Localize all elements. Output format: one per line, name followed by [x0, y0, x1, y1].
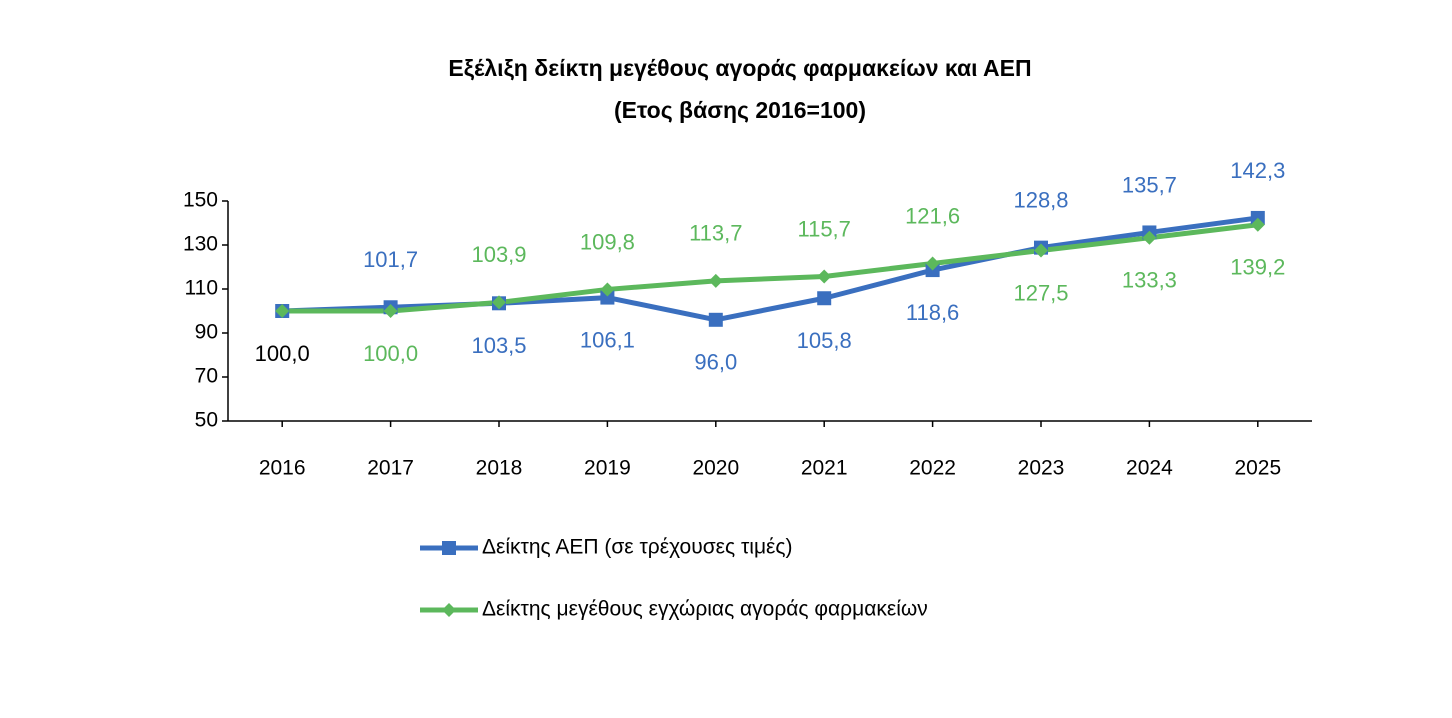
point — [817, 291, 832, 306]
point — [275, 304, 290, 318]
data-label: 109,8 — [580, 229, 635, 254]
x-tick-label: 2023 — [1018, 457, 1065, 480]
data-label: 113,7 — [689, 221, 742, 246]
x-tick-label: 2022 — [909, 457, 956, 480]
y-tick-label: 110 — [185, 277, 218, 300]
point — [708, 273, 723, 288]
point — [1250, 217, 1265, 232]
point — [925, 256, 940, 271]
point — [442, 603, 456, 617]
point — [442, 541, 456, 555]
legend-label: Δείκτης ΑΕΠ (σε τρέχουσες τιμές) — [482, 536, 793, 559]
data-label: 135,7 — [1122, 172, 1177, 197]
x-tick-label: 2025 — [1234, 457, 1281, 480]
data-label: 100,0 — [363, 341, 418, 366]
data-label: 105,8 — [797, 328, 852, 353]
y-tick-label: 90 — [195, 321, 218, 344]
y-tick-label: 150 — [183, 189, 218, 212]
x-tick-label: 2020 — [692, 457, 739, 480]
data-label: 142,3 — [1230, 158, 1285, 183]
point — [817, 269, 832, 284]
point — [492, 295, 506, 310]
data-label: 103,5 — [471, 333, 526, 358]
data-label: 127,5 — [1013, 280, 1068, 305]
x-tick-label: 2019 — [584, 457, 631, 480]
chart-title: Εξέλιξη δείκτη μεγέθους αγοράς φαρμακείω… — [448, 55, 1031, 81]
y-tick-label: 130 — [183, 233, 218, 256]
data-label: 118,6 — [906, 300, 959, 325]
series-line — [282, 222, 1259, 314]
x-tick-label: 2016 — [259, 457, 306, 480]
data-label: 139,2 — [1230, 255, 1285, 280]
legend-label: Δείκτης μεγέθους εγχώριας αγοράς φαρμακε… — [482, 598, 928, 621]
y-tick-label: 50 — [195, 409, 218, 432]
data-label: 121,6 — [905, 203, 960, 228]
data-label: 106,1 — [580, 327, 635, 352]
x-tick-label: 2021 — [801, 457, 848, 480]
data-label: 115,7 — [797, 216, 850, 241]
chart-subtitle: (Ετος βάσης 2016=100) — [614, 97, 866, 123]
data-label: 101,7 — [363, 247, 418, 272]
x-tick-label: 2018 — [476, 457, 523, 480]
point — [708, 312, 723, 327]
data-label: 133,3 — [1122, 268, 1177, 293]
point — [1142, 230, 1157, 245]
data-label: 96,0 — [694, 350, 737, 375]
point — [383, 304, 398, 318]
data-label: 103,9 — [471, 242, 526, 267]
data-label: 128,8 — [1013, 187, 1068, 212]
data-label: 100,0 — [255, 341, 310, 366]
point — [600, 282, 615, 297]
y-tick-label: 70 — [195, 365, 218, 388]
point — [600, 290, 615, 305]
x-tick-label: 2017 — [367, 457, 414, 480]
x-tick-label: 2024 — [1126, 457, 1173, 480]
series-line — [282, 215, 1259, 323]
point — [1034, 243, 1048, 258]
